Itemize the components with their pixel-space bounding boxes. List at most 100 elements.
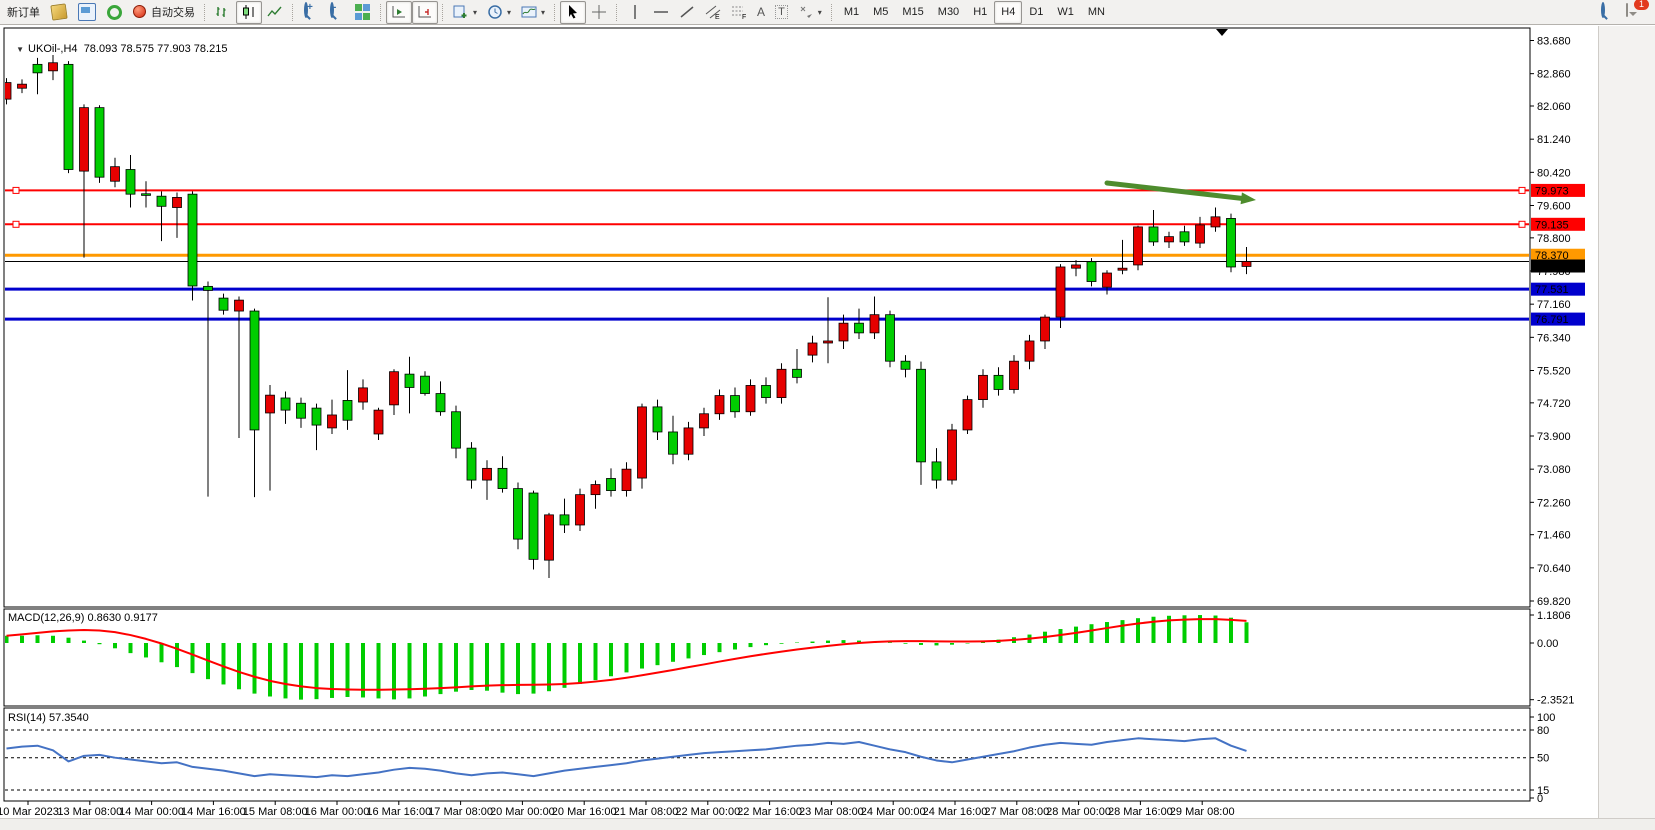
zoom-in-button[interactable]: +: [298, 1, 324, 24]
chart-shift-icon: [417, 4, 433, 20]
tile-windows-button[interactable]: [350, 1, 376, 24]
svg-text:27 Mar 08:00: 27 Mar 08:00: [984, 806, 1049, 818]
horizontal-line-icon: [653, 4, 669, 20]
svg-text:16 Mar 00:00: 16 Mar 00:00: [305, 806, 370, 818]
svg-text:20 Mar 00:00: 20 Mar 00:00: [490, 806, 555, 818]
svg-text:76.791: 76.791: [1535, 314, 1569, 326]
new-chart-button[interactable]: ▾: [448, 1, 482, 24]
price-scale[interactable]: [1531, 28, 1597, 801]
window-right-margin: [1598, 26, 1655, 818]
search-button[interactable]: [1595, 1, 1621, 24]
timeframe-group: M1 M5 M15 M30 H1 H4 D1 W1 MN: [837, 0, 1112, 24]
svg-text:77.531: 77.531: [1535, 284, 1569, 296]
notifications-button[interactable]: 1: [1621, 0, 1649, 24]
timeframe-M30[interactable]: M30: [937, 6, 960, 18]
svg-text:23 Mar 08:00: 23 Mar 08:00: [799, 806, 864, 818]
toolbar-separator: [616, 3, 618, 21]
notification-badge: 1: [1634, 0, 1649, 10]
new-order-button[interactable]: 新订单: [2, 1, 45, 24]
svg-text:28 Mar 00:00: 28 Mar 00:00: [1046, 806, 1111, 818]
svg-text:77.160: 77.160: [1537, 299, 1571, 311]
chart-dropdown-icon[interactable]: ▼: [16, 45, 25, 54]
svg-text:74.720: 74.720: [1537, 398, 1571, 410]
toolbar-separator: [554, 3, 556, 21]
chart-shift-button[interactable]: [412, 0, 438, 24]
zoom-out-button[interactable]: -: [324, 1, 350, 24]
candle-chart-button[interactable]: [236, 0, 262, 24]
chevron-down-icon: ▾: [817, 7, 822, 17]
svg-text:15: 15: [1537, 785, 1549, 797]
terminal-window-icon: [78, 3, 96, 21]
bar-chart-icon: [215, 4, 231, 20]
svg-text:13 Mar 08:00: 13 Mar 08:00: [57, 806, 122, 818]
svg-text:16 Mar 16:00: 16 Mar 16:00: [366, 806, 431, 818]
trendline-button[interactable]: [674, 1, 700, 24]
svg-text:0.00: 0.00: [1537, 638, 1558, 650]
time-scale[interactable]: [4, 802, 1530, 818]
text-button[interactable]: A: [752, 1, 770, 24]
cursor-button[interactable]: [560, 0, 587, 24]
arrows-button[interactable]: ▾: [793, 1, 827, 24]
timeframe-M15[interactable]: M15: [902, 6, 924, 18]
auto-trading-button[interactable]: 自动交易: [127, 1, 200, 24]
search-icon: [1601, 2, 1605, 18]
toolbar-separator: [292, 3, 294, 21]
gold-bars-button[interactable]: [45, 1, 73, 24]
rsi-panel[interactable]: [4, 725, 1530, 801]
timeframe-MN[interactable]: MN: [1087, 6, 1105, 18]
signal-button[interactable]: [101, 1, 127, 24]
equidistant-channel-icon: E: [705, 4, 721, 20]
timeframe-D1[interactable]: D1: [1029, 6, 1044, 18]
svg-text:0: 0: [1537, 793, 1543, 805]
vertical-line-button[interactable]: [622, 1, 648, 24]
text-label-icon: T: [775, 5, 788, 19]
crosshair-button[interactable]: [586, 1, 612, 24]
toolbar-separator: [204, 3, 206, 21]
timeframe-H1[interactable]: H1: [973, 6, 988, 18]
svg-text:14 Mar 16:00: 14 Mar 16:00: [181, 806, 246, 818]
channel-button[interactable]: E: [700, 1, 726, 24]
horizontal-line-button[interactable]: [648, 1, 674, 24]
timeframe-H4[interactable]: H4: [994, 0, 1023, 24]
timeframe-W1[interactable]: W1: [1057, 6, 1074, 18]
svg-text:24 Mar 16:00: 24 Mar 16:00: [923, 806, 988, 818]
main-chart-area[interactable]: [4, 54, 1530, 607]
toolbar-separator: [442, 3, 444, 21]
fibonacci-icon: F: [731, 4, 747, 20]
svg-text:80: 80: [1537, 725, 1549, 737]
svg-text:80.420: 80.420: [1537, 167, 1571, 179]
auto-scroll-button[interactable]: [386, 0, 412, 24]
svg-text:17 Mar 08:00: 17 Mar 08:00: [428, 806, 493, 818]
chart-window: [0, 26, 1655, 829]
gold-bars-icon: [50, 3, 68, 21]
line-chart-button[interactable]: [262, 1, 288, 24]
svg-text:79.973: 79.973: [1535, 185, 1569, 197]
svg-text:1.1806: 1.1806: [1537, 610, 1571, 622]
timeframe-M5[interactable]: M5: [873, 6, 889, 18]
terminals-button[interactable]: [73, 1, 101, 24]
svg-text:70.640: 70.640: [1537, 563, 1571, 575]
svg-text:-2.3521: -2.3521: [1537, 695, 1574, 707]
macd-panel[interactable]: [4, 625, 1530, 706]
zoom-in-icon: +: [304, 2, 313, 18]
fibonacci-button[interactable]: F: [726, 1, 752, 24]
templates-button[interactable]: ▾: [516, 1, 550, 24]
svg-text:82.860: 82.860: [1537, 69, 1571, 81]
chart-ohlc-values: 78.093 78.575 77.903 78.215: [83, 43, 228, 55]
svg-text:82.060: 82.060: [1537, 101, 1571, 113]
svg-text:73.080: 73.080: [1537, 464, 1571, 476]
svg-text:15 Mar 08:00: 15 Mar 08:00: [243, 806, 308, 818]
timeframe-M1[interactable]: M1: [843, 6, 860, 18]
periods-button[interactable]: ▾: [482, 1, 516, 24]
clock-icon: [487, 4, 503, 20]
window-bottom-bar: [0, 818, 1655, 830]
svg-text:22 Mar 16:00: 22 Mar 16:00: [737, 806, 802, 818]
trendline-icon: [679, 4, 695, 20]
auto-trading-label: 自动交易: [151, 7, 195, 19]
svg-text:F: F: [742, 14, 746, 20]
text-icon: A: [757, 5, 766, 19]
bar-chart-button[interactable]: [210, 1, 236, 24]
text-label-button[interactable]: T: [770, 1, 793, 24]
svg-text:72.260: 72.260: [1537, 497, 1571, 509]
